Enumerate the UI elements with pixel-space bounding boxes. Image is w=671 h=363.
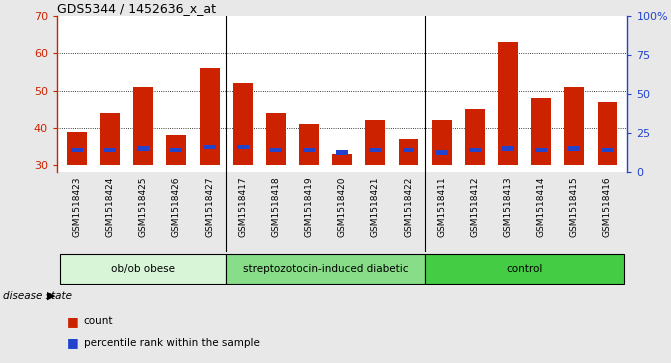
Text: GSM1518415: GSM1518415 (570, 176, 579, 237)
Text: GSM1518419: GSM1518419 (305, 176, 313, 237)
Bar (303, 147, 315, 152)
Bar (535, 147, 547, 152)
Text: GSM1518424: GSM1518424 (105, 176, 115, 237)
Text: count: count (84, 316, 113, 326)
Text: ob/ob obese: ob/ob obese (111, 264, 175, 274)
Bar (403, 147, 415, 152)
Text: GSM1518423: GSM1518423 (72, 176, 81, 237)
Bar (568, 146, 580, 151)
Bar (435, 150, 448, 155)
Text: GSM1518426: GSM1518426 (172, 176, 181, 237)
FancyBboxPatch shape (60, 254, 226, 284)
Bar (100, 113, 120, 165)
Text: ▶: ▶ (47, 291, 56, 301)
Text: ■: ■ (67, 337, 79, 350)
Text: disease state: disease state (3, 291, 72, 301)
Text: streptozotocin-induced diabetic: streptozotocin-induced diabetic (243, 264, 409, 274)
Text: GSM1518412: GSM1518412 (470, 176, 479, 237)
Text: GSM1518427: GSM1518427 (205, 176, 214, 237)
Bar (531, 98, 551, 165)
Bar (270, 147, 282, 152)
Text: GSM1518420: GSM1518420 (338, 176, 347, 237)
Bar (564, 87, 584, 165)
Bar (71, 147, 83, 152)
Bar (366, 121, 385, 165)
Bar (166, 135, 187, 165)
Bar (601, 147, 613, 152)
Bar (399, 139, 419, 165)
FancyBboxPatch shape (425, 254, 624, 284)
Bar (299, 124, 319, 165)
Bar (370, 147, 381, 152)
Text: GSM1518414: GSM1518414 (537, 176, 546, 237)
Bar (332, 154, 352, 165)
Bar (170, 147, 183, 152)
Bar (266, 113, 286, 165)
Bar (134, 87, 153, 165)
Text: GSM1518413: GSM1518413 (503, 176, 513, 237)
Text: GSM1518421: GSM1518421 (371, 176, 380, 237)
Bar (498, 42, 518, 165)
FancyBboxPatch shape (226, 254, 425, 284)
Text: control: control (507, 264, 543, 274)
Text: GDS5344 / 1452636_x_at: GDS5344 / 1452636_x_at (57, 2, 216, 15)
Text: ■: ■ (67, 315, 79, 328)
Bar (138, 146, 149, 151)
Bar (336, 150, 348, 155)
Bar (203, 144, 215, 150)
Bar (465, 109, 484, 165)
Bar (598, 102, 617, 165)
Bar (67, 131, 87, 165)
Text: percentile rank within the sample: percentile rank within the sample (84, 338, 260, 348)
Bar (431, 121, 452, 165)
Bar (502, 146, 514, 151)
Text: GSM1518411: GSM1518411 (437, 176, 446, 237)
Text: GSM1518417: GSM1518417 (238, 176, 247, 237)
Bar (200, 68, 219, 165)
Text: GSM1518418: GSM1518418 (271, 176, 280, 237)
Bar (104, 147, 116, 152)
Text: GSM1518416: GSM1518416 (603, 176, 612, 237)
Bar (237, 144, 249, 150)
Text: GSM1518425: GSM1518425 (139, 176, 148, 237)
Text: GSM1518422: GSM1518422 (404, 176, 413, 237)
Bar (233, 83, 253, 165)
Bar (469, 147, 481, 152)
